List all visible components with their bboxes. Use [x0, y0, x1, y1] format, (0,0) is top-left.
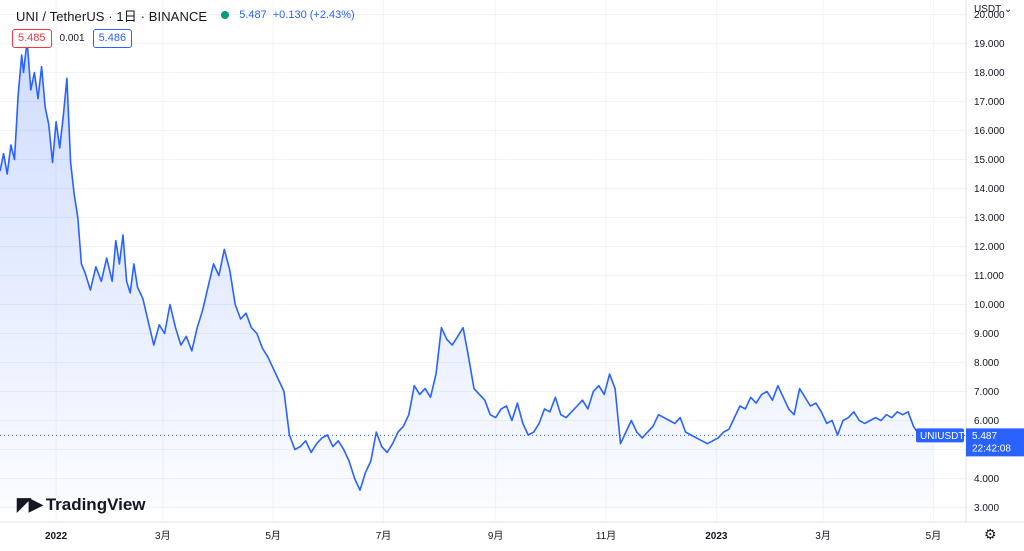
- price-tick-label: 3.000: [974, 503, 999, 514]
- symbol-header: UNI / TetherUS · 1日 · BINANCE 5.487 +0.1…: [16, 6, 355, 24]
- price-tick-label: 14.000: [974, 184, 1005, 195]
- symbol-title[interactable]: UNI / TetherUS · 1日 · BINANCE: [16, 8, 208, 24]
- last-price-label: UNIUSDT 5.487 22:42:08: [916, 428, 1024, 457]
- price-change: +0.130 (+2.43%): [272, 9, 355, 21]
- last-price: 5.487: [239, 9, 267, 21]
- time-tick-label: 9月: [488, 530, 504, 542]
- currency-selector[interactable]: USDT ⌄: [974, 4, 1012, 15]
- price-area-fill: [0, 40, 934, 508]
- market-status-icon[interactable]: [221, 11, 230, 19]
- time-tick-label: 2023: [705, 531, 728, 542]
- price-tick-label: 15.000: [974, 155, 1005, 166]
- time-scale-background[interactable]: [0, 522, 966, 546]
- tradingview-logo[interactable]: ◤▶ TradingView: [17, 494, 146, 515]
- price-tick-label: 11.000: [974, 271, 1004, 282]
- price-tick-label: 16.000: [974, 126, 1005, 137]
- currency-label: USDT: [974, 4, 1002, 15]
- price-tick-label: 8.000: [974, 358, 999, 369]
- price-tick-label: 18.000: [974, 68, 1005, 79]
- price-tick-label: 9.000: [974, 329, 999, 340]
- buy-button[interactable]: 5.486: [92, 29, 133, 48]
- time-tick-label: 2022: [45, 531, 68, 542]
- price-tick-label: 4.000: [974, 474, 999, 485]
- time-tick-label: 5月: [265, 530, 281, 542]
- brand-name: TradingView: [45, 494, 146, 514]
- price-axis-labels: 3.0004.0005.0006.0007.0008.0009.00010.00…: [974, 10, 1005, 514]
- price-tick-label: 6.000: [974, 416, 999, 427]
- time-tick-label: 5月: [926, 530, 942, 542]
- price-tick-label: 20.000: [974, 10, 1005, 21]
- last-price-badge: [966, 428, 1024, 457]
- time-tick-label: 3月: [815, 530, 831, 542]
- price-line: [0, 39, 934, 491]
- time-tick-label: 11月: [596, 530, 616, 542]
- sell-button[interactable]: 5.485: [12, 29, 52, 48]
- time-tick-label: 3月: [155, 530, 171, 542]
- price-tick-label: 7.000: [974, 387, 999, 398]
- bid-ask-panel: 5.485 0.001 5.486: [12, 29, 133, 48]
- gear-icon[interactable]: ⚙: [984, 526, 997, 542]
- last-price-countdown: 22:42:08: [972, 443, 1011, 454]
- last-price-symbol-badge: [916, 428, 964, 443]
- chevron-down-icon: ⌄: [1003, 4, 1013, 15]
- price-tick-label: 13.000: [974, 213, 1005, 224]
- price-tick-label: 17.000: [974, 97, 1005, 108]
- price-tick-label: 12.000: [974, 242, 1005, 253]
- tradingview-logo-icon: ◤▶: [17, 494, 43, 514]
- time-tick-label: 7月: [376, 530, 392, 542]
- last-price-symbol: UNIUSDT: [920, 431, 964, 442]
- price-tick-label: 19.000: [974, 39, 1005, 50]
- price-tick-label: 10.000: [974, 300, 1005, 311]
- last-price-value: 5.487: [972, 431, 997, 442]
- time-axis-labels: 2022 3月 5月 7月 9月 11月 2023 3月 5月: [45, 530, 941, 542]
- spread-value: 0.001: [59, 33, 85, 44]
